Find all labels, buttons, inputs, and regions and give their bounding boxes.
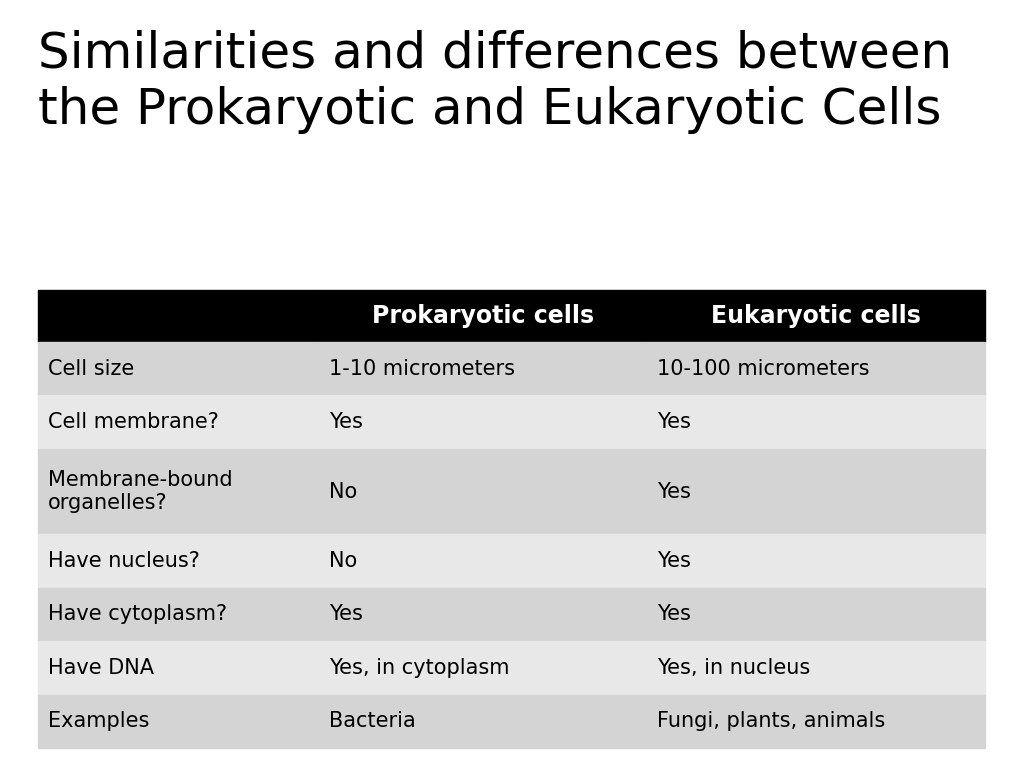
Text: Yes: Yes xyxy=(657,412,691,432)
Text: Have DNA: Have DNA xyxy=(48,658,154,678)
Text: Fungi, plants, animals: Fungi, plants, animals xyxy=(657,711,886,731)
Text: Similarities and differences between
the Prokaryotic and Eukaryotic Cells: Similarities and differences between the… xyxy=(38,30,952,134)
Text: Have cytoplasm?: Have cytoplasm? xyxy=(48,604,227,624)
Text: Yes, in nucleus: Yes, in nucleus xyxy=(657,658,811,678)
Text: No: No xyxy=(329,551,357,571)
Text: Membrane-bound
organelles?: Membrane-bound organelles? xyxy=(48,470,232,513)
Text: Yes, in cytoplasm: Yes, in cytoplasm xyxy=(329,658,509,678)
Text: 1-10 micrometers: 1-10 micrometers xyxy=(329,359,515,379)
Text: Yes: Yes xyxy=(657,482,691,502)
Text: Yes: Yes xyxy=(329,412,362,432)
Text: Bacteria: Bacteria xyxy=(329,711,416,731)
Text: Yes: Yes xyxy=(657,604,691,624)
Text: No: No xyxy=(329,482,357,502)
Text: Cell size: Cell size xyxy=(48,359,134,379)
Text: Eukaryotic cells: Eukaryotic cells xyxy=(712,304,922,328)
Text: Yes: Yes xyxy=(329,604,362,624)
Text: Cell membrane?: Cell membrane? xyxy=(48,412,219,432)
Text: Yes: Yes xyxy=(657,551,691,571)
Text: Prokaryotic cells: Prokaryotic cells xyxy=(372,304,594,328)
Text: 10-100 micrometers: 10-100 micrometers xyxy=(657,359,869,379)
Text: Examples: Examples xyxy=(48,711,150,731)
Text: Have nucleus?: Have nucleus? xyxy=(48,551,200,571)
